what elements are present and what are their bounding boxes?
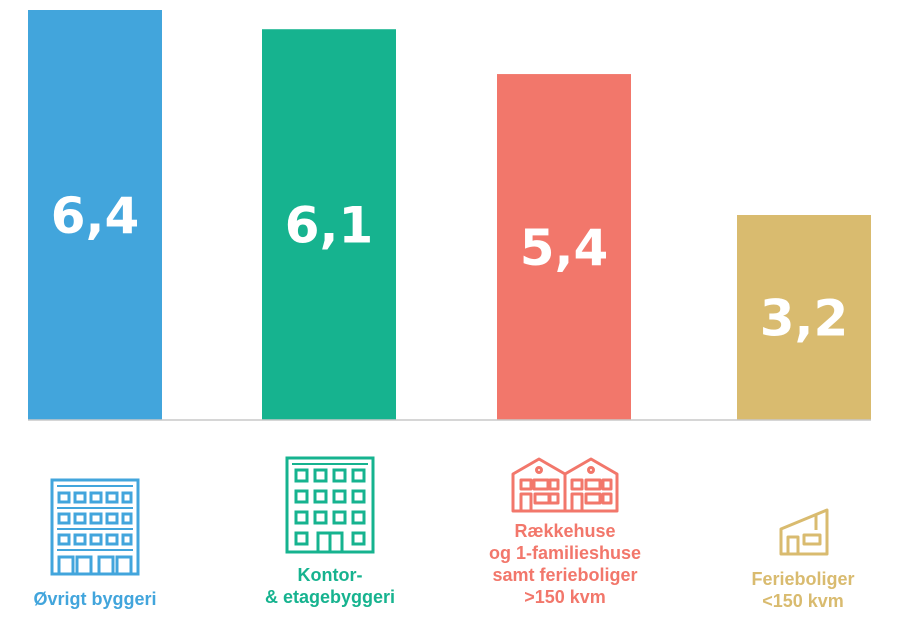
- category-label-kontor-etagebyggeri: Kontor- & etagebyggeri: [264, 565, 396, 607]
- holiday-home-icon: [779, 508, 829, 556]
- bar-ovrigt-byggeri: [28, 10, 162, 420]
- category-label-ovrigt-byggeri: Øvrigt byggeri: [33, 589, 157, 609]
- bar-raekkehuse: [497, 74, 631, 420]
- value-labels-group: 6,4 6,1 5,4 3,2: [51, 187, 849, 348]
- value-label-ferieboliger: 3,2: [760, 290, 849, 348]
- row-houses-icon: [511, 457, 619, 513]
- bar-kontor-etagebyggeri: [262, 29, 396, 420]
- category-label-raekkehuse: Rækkehuse og 1-familieshuse samt feriebo…: [488, 521, 642, 607]
- value-label-raekkehuse: 5,4: [520, 219, 609, 277]
- apartment-building-icon: [285, 456, 375, 554]
- category-label-ferieboliger: Ferieboliger <150 kvm: [751, 569, 855, 611]
- value-label-ovrigt-byggeri: 6,4: [51, 187, 140, 245]
- bar-ferieboliger: [737, 215, 871, 420]
- office-building-icon: [50, 478, 140, 576]
- bars-group: [28, 10, 871, 420]
- value-label-kontor-etagebyggeri: 6,1: [285, 197, 374, 255]
